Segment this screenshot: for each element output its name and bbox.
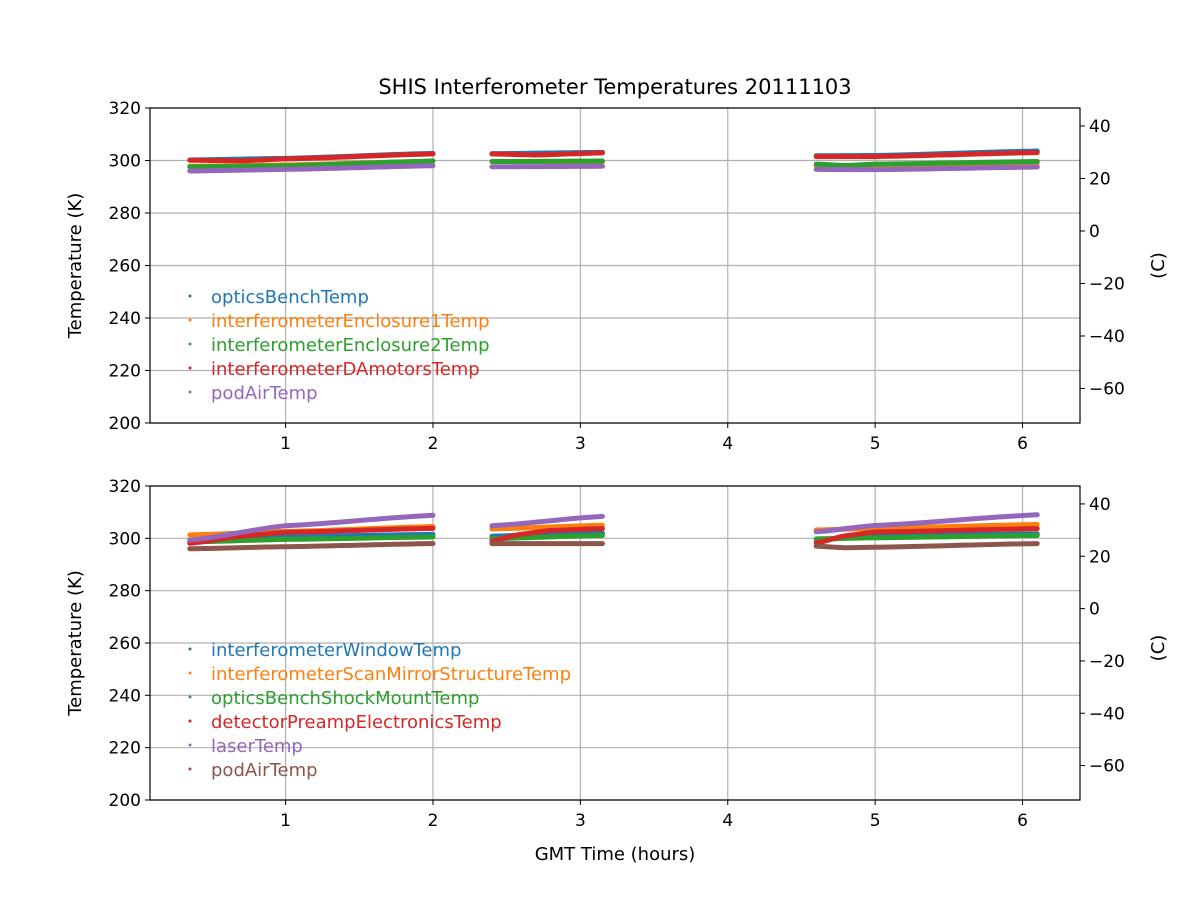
series-line-interferometerEnclosure2Temp: [489, 158, 605, 165]
legend-item: opticsBenchShockMountTemp: [188, 688, 479, 709]
y-tick-label: 260: [109, 634, 141, 654]
x-tick-label: 2: [428, 811, 439, 831]
legend-marker: [188, 390, 192, 394]
y-right-tick-label: −20: [1089, 274, 1125, 294]
series-line-interferometerEnclosure2Temp: [187, 158, 436, 170]
panel-2: 1 2 3 4 5 620022024026028030032040200−20−40−6…: [65, 477, 1169, 831]
y-axis-label: Temperature (K): [65, 570, 86, 717]
series-line-podAirTemp: [813, 541, 1040, 551]
x-tick-label: 6: [1017, 434, 1028, 454]
y-axis-label: Temperature (K): [65, 193, 86, 340]
legend-item: interferometerWindowTemp: [188, 640, 461, 661]
y-tick-label: 280: [109, 582, 141, 602]
y-tick-label: 200: [109, 791, 141, 811]
y-right-tick-label: 0: [1089, 600, 1100, 620]
y-tick-label: 320: [109, 477, 141, 497]
legend-item: detectorPreampElectronicsTemp: [188, 712, 502, 733]
y-tick-label: 220: [109, 362, 141, 382]
legend-item: laserTemp: [188, 736, 303, 757]
legend-marker: [188, 294, 192, 298]
y-axis-label-right: (C): [1148, 635, 1169, 662]
y-tick-label: 240: [109, 309, 141, 329]
legend-item: interferometerEnclosure2Temp: [188, 335, 490, 356]
y-right-tick-label: −60: [1089, 379, 1125, 399]
y-tick-label: 320: [109, 99, 141, 119]
legend-marker: [188, 647, 192, 651]
y-right-tick-label: 40: [1089, 117, 1111, 137]
legend-label: opticsBenchTemp: [211, 287, 369, 308]
y-right-tick-label: −20: [1089, 652, 1125, 672]
x-tick-label: 4: [722, 811, 733, 831]
series-line-interferometerEnclosure2Temp: [813, 159, 1040, 168]
legend-marker: [188, 719, 192, 723]
legend-item: podAirTemp: [188, 760, 318, 781]
x-tick-label: 4: [722, 434, 733, 454]
x-tick-label: 2: [428, 434, 439, 454]
legend-item: interferometerDAmotorsTemp: [188, 359, 480, 380]
y-tick-label: 280: [109, 204, 141, 224]
y-right-tick-label: 20: [1089, 547, 1111, 567]
x-tick-label: 3: [575, 434, 586, 454]
legend-item: opticsBenchTemp: [188, 287, 369, 308]
y-tick-label: 300: [109, 529, 141, 549]
legend-label: detectorPreampElectronicsTemp: [211, 712, 502, 733]
series-line-detectorPreampElectronicsTemp: [489, 526, 605, 544]
legend-label: interferometerEnclosure1Temp: [211, 311, 490, 332]
legend-marker: [188, 743, 192, 747]
y-tick-label: 200: [109, 414, 141, 434]
y-axis-label-right: (C): [1148, 252, 1169, 279]
y-right-tick-label: −40: [1089, 704, 1125, 724]
legend-item: interferometerEnclosure1Temp: [188, 311, 490, 332]
y-right-tick-label: −40: [1089, 327, 1125, 347]
series-line-laserTemp: [187, 512, 436, 543]
series-line-interferometerDAmotorsTemp: [489, 150, 605, 158]
chart-title: SHIS Interferometer Temperatures 2011110…: [378, 75, 851, 99]
legend-label: opticsBenchShockMountTemp: [211, 688, 479, 709]
y-right-tick-label: −60: [1089, 757, 1125, 777]
y-tick-label: 240: [109, 686, 141, 706]
legend-label: podAirTemp: [211, 383, 318, 404]
legend-label: interferometerWindowTemp: [211, 640, 461, 661]
x-tick-label: 6: [1017, 811, 1028, 831]
series-line-interferometerDAmotorsTemp: [187, 151, 436, 164]
legend-marker: [188, 767, 192, 771]
legend-marker: [188, 342, 192, 346]
x-tick-label: 5: [870, 434, 881, 454]
series-line-podAirTemp: [813, 164, 1040, 173]
legend-label: podAirTemp: [211, 760, 318, 781]
series-line-detectorPreampElectronicsTemp: [813, 526, 1040, 546]
legend-marker: [188, 366, 192, 370]
legend-marker: [188, 671, 192, 675]
legend-item: podAirTemp: [188, 383, 318, 404]
y-tick-label: 220: [109, 739, 141, 759]
legend-marker: [188, 695, 192, 699]
legend-label: interferometerScanMirrorStructureTemp: [211, 664, 571, 685]
y-right-tick-label: 20: [1089, 169, 1111, 189]
x-tick-label: 1: [280, 434, 291, 454]
series-line-podAirTemp: [489, 163, 605, 170]
series-line-detectorPreampElectronicsTemp: [187, 525, 436, 546]
legend-label: laserTemp: [211, 736, 303, 757]
x-tick-label: 5: [870, 811, 881, 831]
x-axis-label: GMT Time (hours): [535, 844, 696, 865]
x-tick-label: 3: [575, 811, 586, 831]
y-right-tick-label: 40: [1089, 495, 1111, 515]
legend-label: interferometerEnclosure2Temp: [211, 335, 490, 356]
panel-1: 1 2 3 4 5 620022024026028030032040200−20−40−6…: [65, 99, 1169, 454]
series-line-laserTemp: [489, 513, 605, 529]
series-line-podAirTemp: [187, 163, 436, 174]
y-right-tick-label: 0: [1089, 222, 1100, 242]
legend-marker: [188, 318, 192, 322]
series-line-interferometerScanMirrorStructureTemp: [489, 522, 605, 532]
series-line-podAirTemp: [187, 541, 436, 552]
y-tick-label: 300: [109, 152, 141, 172]
series-line-interferometerDAmotorsTemp: [813, 150, 1040, 160]
x-tick-label: 1: [280, 811, 291, 831]
series-line-laserTemp: [813, 512, 1040, 535]
legend-label: interferometerDAmotorsTemp: [211, 359, 480, 380]
legend-item: interferometerScanMirrorStructureTemp: [188, 664, 571, 685]
y-tick-label: 260: [109, 257, 141, 277]
